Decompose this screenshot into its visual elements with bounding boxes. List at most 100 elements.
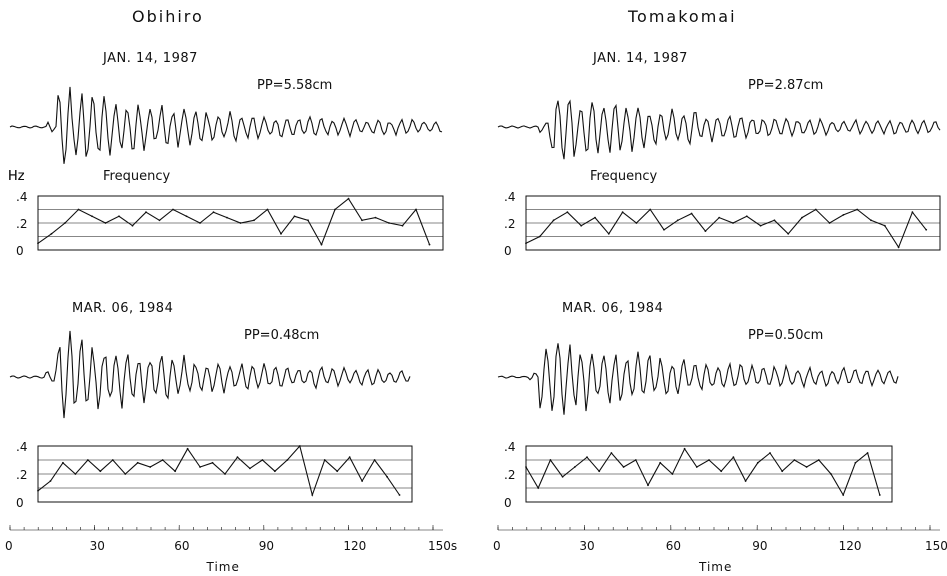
frequency-point bbox=[118, 215, 120, 218]
y-unit-label: Hz bbox=[8, 169, 25, 184]
frequency-point bbox=[622, 466, 625, 468]
frequency-point bbox=[708, 459, 710, 461]
y-tick-label: .4 bbox=[16, 440, 27, 454]
frequency-point bbox=[361, 480, 364, 482]
frequency-point bbox=[415, 208, 417, 211]
frequency-point bbox=[720, 470, 723, 473]
frequency-point bbox=[323, 459, 326, 461]
frequency-point bbox=[199, 466, 201, 468]
frequency-point bbox=[131, 224, 134, 227]
frequency-point bbox=[525, 466, 527, 468]
frequency-point bbox=[793, 459, 796, 461]
time-tick-label: 90 bbox=[752, 539, 767, 553]
frequency-point bbox=[659, 461, 662, 464]
frequency-point bbox=[298, 445, 301, 447]
event-date: JAN. 14, 1987 bbox=[102, 51, 198, 66]
frequency-label: Frequency bbox=[103, 169, 170, 184]
frequency-point bbox=[86, 459, 89, 461]
frequency-point bbox=[732, 222, 734, 224]
frequency-point bbox=[690, 212, 693, 215]
peak-to-peak-label: PP=0.48cm bbox=[244, 328, 319, 343]
frequency-point bbox=[537, 487, 540, 489]
frequency-point bbox=[607, 232, 610, 235]
frequency-point bbox=[870, 219, 872, 222]
frequency-point bbox=[286, 459, 289, 461]
frequency-point bbox=[695, 466, 698, 468]
y-tick-label: .2 bbox=[16, 468, 27, 482]
peak-to-peak-label: PP=0.50cm bbox=[748, 328, 823, 343]
frequency-point bbox=[348, 456, 351, 459]
time-tick-label: 60 bbox=[174, 539, 189, 553]
frequency-point bbox=[74, 473, 77, 475]
seismogram-trace bbox=[9, 330, 411, 419]
frequency-point bbox=[676, 219, 679, 222]
event-date: JAN. 14, 1987 bbox=[592, 51, 688, 66]
time-tick-label: 0 bbox=[5, 539, 13, 553]
frequency-point bbox=[211, 461, 214, 464]
event-date: MAR. 06, 1984 bbox=[72, 301, 173, 316]
time-tick-label: 150s bbox=[925, 539, 947, 553]
frequency-point bbox=[856, 208, 859, 211]
frequency-point bbox=[649, 208, 652, 211]
frequency-point bbox=[334, 208, 336, 211]
site-title: Tomakomai bbox=[627, 7, 737, 26]
frequency-point bbox=[401, 224, 404, 227]
frequency-point bbox=[805, 466, 808, 468]
panel-0: Obihiro JAN. 14, 1987 PP=5.58cm Hz Frequency… bbox=[8, 7, 444, 258]
frequency-point bbox=[598, 470, 601, 473]
frequency-point bbox=[49, 480, 52, 482]
frequency-point bbox=[161, 459, 164, 461]
frequency-point bbox=[925, 228, 928, 231]
frequency-point bbox=[374, 216, 377, 219]
frequency-point bbox=[311, 494, 314, 496]
frequency-point bbox=[621, 211, 624, 214]
time-tick-label: 150s bbox=[428, 539, 457, 553]
frequency-point bbox=[149, 466, 152, 468]
frequency-point bbox=[236, 456, 239, 459]
frequency-point bbox=[174, 470, 177, 473]
frequency-point bbox=[253, 219, 255, 222]
time-axis-1: 0 30 60 90 120 150s Time bbox=[493, 525, 947, 574]
frequency-point bbox=[428, 243, 431, 246]
time-axis-0: 0 30 60 90 120 150s Time bbox=[5, 525, 457, 574]
frequency-point bbox=[280, 232, 282, 235]
frequency-point bbox=[610, 452, 613, 454]
frequency-point bbox=[773, 219, 776, 222]
frequency-point bbox=[525, 242, 527, 245]
panel-3: MAR. 06, 1984 PP=0.50cm .4 .2 0 bbox=[497, 301, 899, 510]
time-tick-label: 30 bbox=[579, 539, 594, 553]
time-axis-title: Time bbox=[698, 560, 732, 574]
frequency-point bbox=[186, 447, 189, 450]
frequency-point bbox=[37, 489, 39, 492]
y-tick-label: .2 bbox=[504, 217, 515, 231]
y-unit-label: Hz bbox=[8, 169, 25, 184]
frequency-point bbox=[145, 211, 147, 214]
frequency-point bbox=[781, 470, 784, 473]
frequency-point bbox=[361, 219, 363, 222]
site-title: Obihiro bbox=[132, 7, 204, 26]
frequency-point bbox=[828, 222, 831, 224]
frequency-point bbox=[224, 473, 226, 475]
frequency-point bbox=[336, 470, 339, 473]
frequency-point bbox=[817, 459, 820, 461]
frequency-point bbox=[883, 224, 886, 227]
frequency-point bbox=[104, 222, 107, 224]
frequency-point bbox=[842, 214, 845, 216]
frequency-point bbox=[77, 208, 80, 211]
frequency-point bbox=[830, 473, 832, 475]
frequency-point bbox=[185, 215, 188, 218]
frequency-point bbox=[759, 224, 762, 227]
frequency-point bbox=[787, 232, 790, 235]
frequency-point bbox=[320, 243, 323, 246]
frequency-point bbox=[111, 459, 114, 461]
frequency-point bbox=[854, 461, 857, 464]
frequency-point bbox=[99, 470, 102, 473]
frequency-point bbox=[756, 461, 759, 464]
time-tick-label: 0 bbox=[493, 539, 501, 553]
time-tick-label: 90 bbox=[259, 539, 274, 553]
frequency-point bbox=[561, 475, 564, 478]
frequency-point bbox=[732, 456, 735, 459]
frequency-point bbox=[37, 242, 39, 245]
y-tick-label: 0 bbox=[504, 496, 512, 510]
